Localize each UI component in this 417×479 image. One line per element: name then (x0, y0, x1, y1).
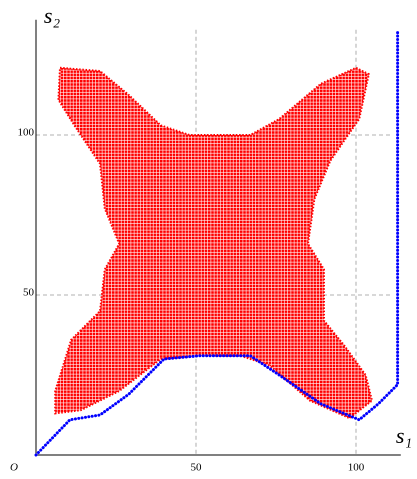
boundary-path (34, 27, 400, 457)
x-tick-label: 50 (191, 462, 203, 474)
origin-label: O (10, 462, 18, 474)
y-tick-label: 50 (23, 287, 35, 299)
x-axis-label: s₁ (396, 423, 412, 448)
x-tick-label: 100 (348, 462, 365, 474)
region (54, 66, 374, 420)
y-tick-label: 100 (18, 127, 35, 139)
y-axis-label: s₂ (44, 3, 61, 28)
